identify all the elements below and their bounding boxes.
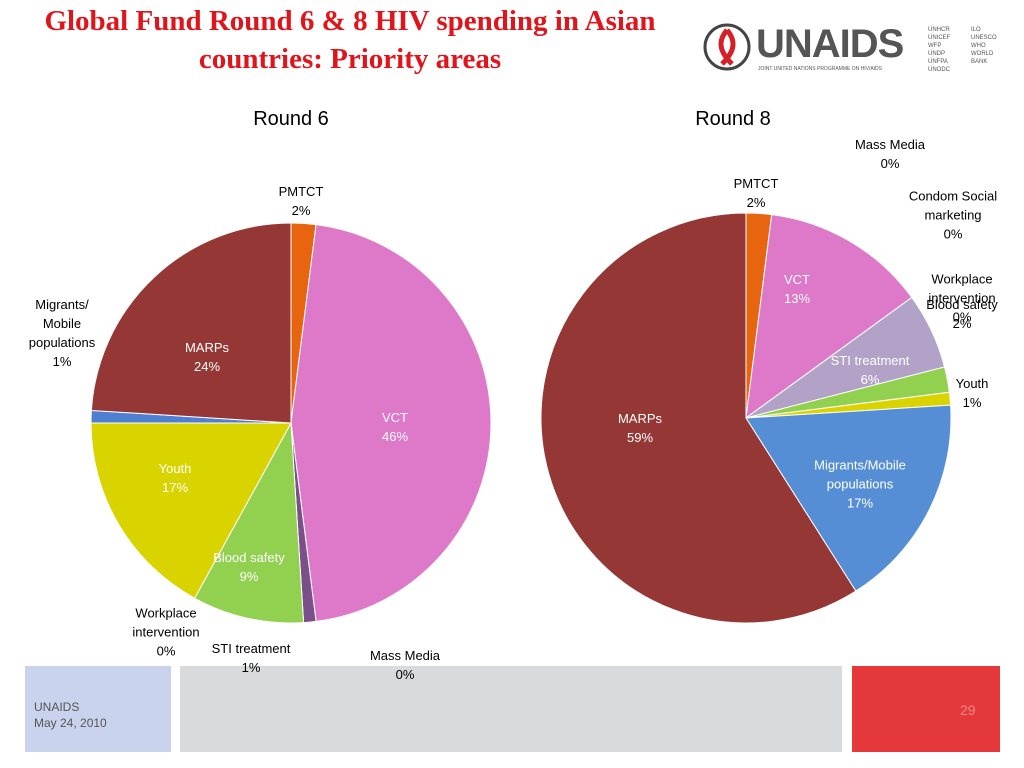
cosponsor: UNHCR [928,27,950,33]
pie-slice [540,212,857,624]
pie-slice [90,422,292,599]
pie-slice [745,214,913,420]
cosponsor: UNODC [928,67,950,73]
slice-category: Youth [158,461,192,476]
footer-right [852,666,1000,752]
slice-category: Workplace intervention [928,271,996,306]
logo-emblem [703,23,751,71]
data-label: Workplace intervention 0% [920,270,1005,327]
logo-tagline: JOINT UNITED NATIONS PROGRAMME ON HIV/AI… [758,66,882,72]
pie-slice [745,404,952,592]
slice-value: 1% [962,395,982,410]
slice-category: Mass Media [854,137,926,152]
cosponsor: UNFPA [928,59,948,65]
slice-category: STI treatment [830,353,910,368]
cosponsor: WHO [971,43,986,49]
slide-title: Global Fund Round 6 & 8 HIV spending in … [44,5,656,75]
chart-title: Round 6 [253,108,329,130]
slice-category: Migrants/Mobile populations [814,457,906,492]
data-label: Migrants/Mobile populations 17% [805,456,915,513]
slice-category: Youth [955,376,989,391]
data-label: MARPs 24% [167,338,247,376]
slice-value: 17% [161,480,189,495]
footer-middle [180,666,842,752]
cosponsor: WFP [928,43,942,49]
slice-category: PMTCT [733,176,779,191]
data-label: MARPs 59% [600,409,680,447]
slice-value: 2% [291,203,311,218]
slice-value: 46% [381,429,409,444]
slice-category: Condom Social marketing [908,188,998,223]
slice-value: 2% [952,316,972,331]
footer-left [25,666,171,752]
slice-category: Blood safety [926,297,998,312]
slice-category: PMTCT [278,184,324,199]
slice-category: MARPs [184,340,230,355]
data-label: Mass Media 0% [360,646,450,684]
data-label: Mass Media 0% [845,135,935,173]
slice-value: 2% [746,195,766,210]
slice-value: 13% [783,291,811,306]
data-label: VCT 46% [355,408,435,446]
cosponsor: WORLD BANK [971,51,994,65]
pie-slice [290,224,492,622]
slice-category: VCT [784,272,810,287]
slice-value: 0% [156,643,176,659]
slice-value: 59% [626,430,654,445]
data-label: Youth 1% [942,374,1002,412]
data-label: PMTCT 2% [261,182,341,220]
cosponsor: UNDP [928,51,946,57]
cosponsor: ILO [971,27,981,33]
slice-category: VCT [382,410,408,425]
pie-slice [193,421,305,624]
logo: UNAIDS JOINT UNITED NATIONS PROGRAMME ON… [700,20,1010,85]
footer-date: May 24, 2010 [34,716,107,730]
data-label: VCT 13% [757,270,837,308]
slice-value: 24% [193,359,221,374]
slice-value: 6% [860,372,880,387]
slice-category: Blood safety [213,550,285,565]
chart-title: Round 8 [695,108,771,130]
data-label: Blood safety 2% [917,295,1007,333]
slice-value: 0% [943,226,963,242]
slice-value: 0% [880,156,900,171]
data-label: PMTCT 2% [716,174,796,212]
data-label: Migrants/ Mobile populations 1% [17,295,107,371]
cosponsor: UNESCO [971,35,997,41]
slice-value: 1% [241,660,261,675]
slice-category: MARPs [617,411,663,426]
slice-value: 0% [395,667,415,682]
slice-category: STI treatment [211,641,291,656]
data-label: Blood safety 9% [204,548,294,586]
data-label: Workplace intervention 0% [119,604,214,661]
data-label: Youth 17% [135,459,215,497]
pie-slice [90,222,292,424]
slice-value: 1% [52,354,72,369]
slice-category: Mass Media [369,648,441,663]
slice-value: 17% [846,495,874,511]
data-label: STI treatment 6% [815,351,925,389]
slice-category: Workplace intervention [132,605,200,640]
data-label: STI treatment 1% [201,639,301,677]
logo-cosponsors: UNHCR UNICEF WFP UNDP UNFPA UNODC ILO UNESCO WHO… [928,26,1008,74]
cosponsor: UNICEF [928,35,951,41]
slice-value: 9% [239,569,259,584]
footer-org: UNAIDS [34,700,80,714]
data-label: Condom Social marketing 0% [898,187,1008,244]
slice-value: 0% [952,309,972,325]
page-number: 29 [960,702,976,718]
slice-category: Migrants/ Mobile populations [28,297,96,350]
logo-name: UNAIDS [756,22,904,66]
